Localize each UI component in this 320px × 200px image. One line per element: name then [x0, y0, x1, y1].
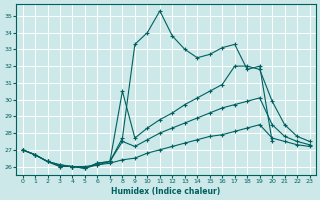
X-axis label: Humidex (Indice chaleur): Humidex (Indice chaleur)	[111, 187, 221, 196]
